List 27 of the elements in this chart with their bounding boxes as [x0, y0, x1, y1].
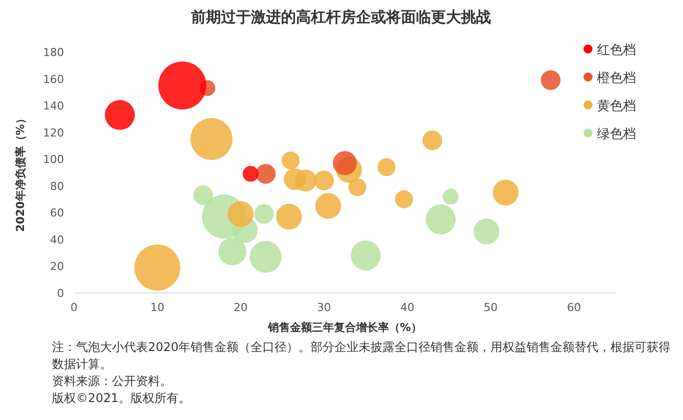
y-tick-label: 180 [43, 46, 64, 59]
y-tick-label: 0 [57, 287, 64, 300]
legend-label: 绿色档 [597, 127, 636, 142]
x-tick-label: 10 [150, 301, 164, 314]
legend-label: 黄色档 [597, 99, 636, 114]
text: 注：气泡大小代表2020年销售金额（全口径）。部分企业未披露全口径销售金额，用权益销售金额替代，根据可获得数据计算。 [52, 340, 671, 371]
chart-title: 前期过于激进的高杠杆房企或将面临更大挑战 [190, 8, 491, 26]
y-tick-label: 80 [50, 180, 64, 193]
text: 资料来源：公开资料。 [52, 374, 172, 388]
y-axis-title: 2020年净负债率（%） [14, 113, 27, 232]
x-tick-label: 30 [317, 301, 331, 314]
y-tick-label: 140 [43, 100, 64, 113]
text: 版权©2021。版权所有。 [52, 391, 191, 405]
x-tick-label: 0 [70, 301, 78, 314]
y-tick-label: 40 [50, 233, 64, 246]
x-tick-label: 50 [484, 301, 498, 314]
y-tick-label: 160 [43, 72, 64, 86]
y-tick-label: 120 [43, 126, 64, 140]
y-tick-label: 100 [43, 153, 64, 166]
legend-label: 红色档 [597, 43, 636, 58]
x-tick-label: 20 [234, 301, 248, 314]
x-tick-label: 40 [400, 301, 414, 314]
y-tick-label: 20 [50, 260, 64, 274]
x-axis-title: 销售金额三年复合增长率（%） [266, 321, 422, 334]
legend-label: 橙色档 [597, 71, 636, 86]
x-tick-label: 60 [567, 301, 581, 314]
y-tick-label: 60 [50, 206, 64, 220]
